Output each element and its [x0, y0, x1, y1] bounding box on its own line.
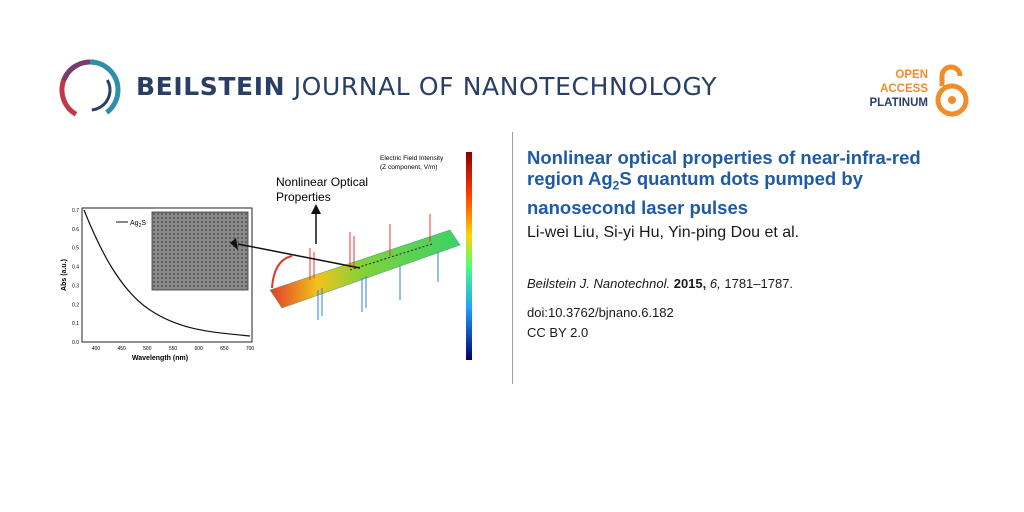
- journal-name-rest: JOURNAL OF NANOTECHNOLOGY: [293, 72, 718, 101]
- field-title-line2: (Z component, V/m): [380, 164, 437, 171]
- x-tick-label: 550: [169, 346, 178, 352]
- field-simulation: Electric Field Intensity (Z component, V…: [269, 152, 472, 360]
- x-tick-label: 650: [220, 346, 229, 352]
- journal-name: BEILSTEIN JOURNAL OF NANOTECHNOLOGY: [136, 72, 717, 101]
- open-access-badge: OPEN ACCESS PLATINUM: [860, 62, 980, 122]
- x-tick-label: 450: [117, 346, 126, 352]
- x-ticks: 400 450 500 550 600 650 700: [92, 346, 255, 352]
- oa-line1: OPEN: [895, 69, 928, 81]
- x-tick-label: 400: [92, 346, 101, 352]
- y-axis-label: Abs (a.u.): [61, 259, 68, 291]
- y-tick-label: 0.0: [72, 340, 79, 346]
- article-license[interactable]: CC BY 2.0: [527, 325, 589, 340]
- y-tick-label: 0.4: [72, 265, 79, 271]
- x-tick-label: 700: [246, 346, 255, 352]
- annotation-line2: Properties: [276, 190, 331, 204]
- y-tick-label: 0.1: [72, 321, 79, 327]
- article-title: Nonlinear optical properties of near-inf…: [527, 147, 921, 218]
- y-tick-label: 0.3: [72, 283, 79, 289]
- journal-name-bold: BEILSTEIN: [136, 72, 286, 101]
- annotation-line1: Nonlinear Optical: [276, 175, 368, 189]
- graphical-abstract: 0.0 0.1 0.2 0.3 0.4 0.5 0.6 0.7 400 450 500 550 600…: [61, 152, 472, 362]
- oa-line2: ACCESS: [880, 83, 928, 95]
- journal-logo: [59, 59, 121, 121]
- x-tick-label: 600: [194, 346, 203, 352]
- y-tick-label: 0.7: [72, 208, 79, 214]
- x-axis-label: Wavelength (nm): [132, 355, 188, 362]
- y-tick-label: 0.6: [72, 227, 79, 233]
- y-ticks: 0.0 0.1 0.2 0.3 0.4 0.5 0.6 0.7: [72, 208, 79, 346]
- article-doi[interactable]: doi:10.3762/bjnano.6.182: [527, 305, 674, 320]
- x-tick-label: 500: [143, 346, 152, 352]
- open-lock-icon: [935, 64, 969, 117]
- article-authors: Li-wei Liu, Si-yi Hu, Yin-ping Dou et al…: [527, 224, 800, 241]
- y-tick-label: 0.2: [72, 302, 79, 308]
- color-bar: [466, 152, 472, 360]
- legend-label: Ag2S: [130, 220, 146, 229]
- article-citation: Beilstein J. Nanotechnol. 2015, 6, 1781–…: [527, 276, 794, 291]
- y-tick-label: 0.5: [72, 246, 79, 252]
- oa-line3: PLATINUM: [869, 97, 928, 109]
- field-title-line1: Electric Field Intensity: [380, 155, 444, 162]
- vertical-divider: [512, 132, 513, 384]
- absorption-chart: 0.0 0.1 0.2 0.3 0.4 0.5 0.6 0.7 400 450 500 550 600…: [61, 207, 255, 362]
